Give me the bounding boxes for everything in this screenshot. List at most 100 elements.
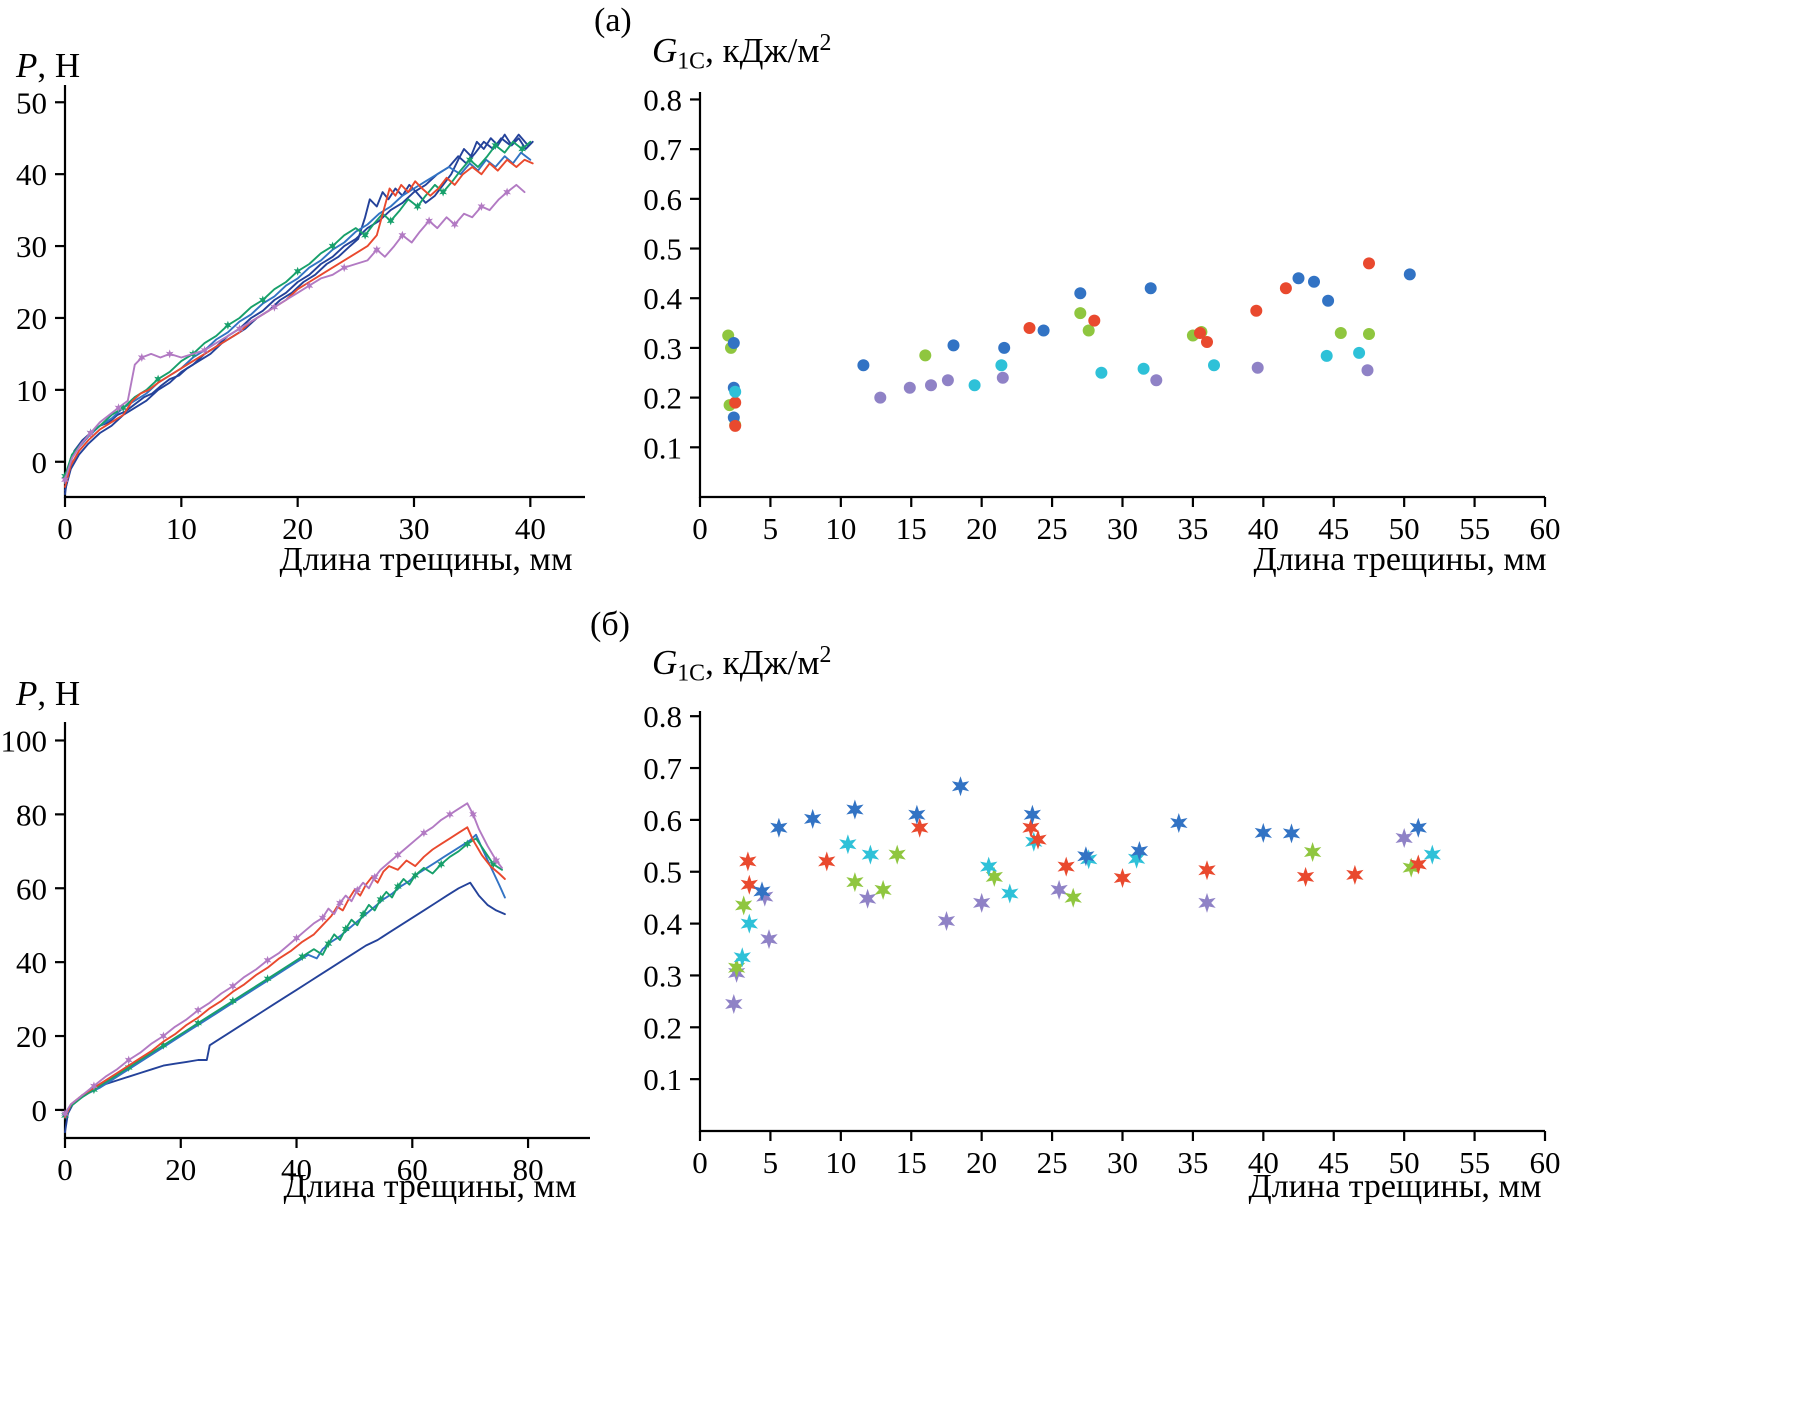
y-tick-label: 20 — [16, 301, 47, 336]
x-tick-label: 40 — [1248, 511, 1279, 546]
dot-marker — [925, 379, 937, 392]
axes — [63, 85, 585, 499]
y-tick-label: 20 — [16, 1019, 47, 1054]
line-marker — [340, 263, 349, 273]
line-marker — [328, 241, 337, 251]
star-marker — [985, 866, 1003, 887]
line-marker — [61, 1109, 69, 1119]
star-marker — [1282, 823, 1301, 844]
x-tick-label: 20 — [282, 511, 313, 546]
line-marker — [376, 894, 385, 904]
series-red — [64, 158, 534, 488]
axis-title-load-a: P, Н — [16, 46, 80, 86]
line-marker — [263, 974, 272, 984]
x-tick-label: 20 — [966, 1145, 997, 1180]
title-segment: , кДж/м — [705, 30, 820, 70]
line-marker — [200, 345, 209, 355]
dot-marker — [968, 379, 981, 392]
axes — [698, 92, 1545, 499]
line-marker — [235, 324, 244, 334]
y-tick-label: 100 — [1, 723, 48, 758]
series-green — [61, 140, 532, 481]
star-marker — [980, 856, 998, 877]
dot-marker — [1363, 328, 1375, 340]
star-marker — [1346, 864, 1364, 885]
series-purple — [61, 183, 526, 485]
x-tick-label: 30 — [1107, 511, 1138, 546]
title-segment: G — [652, 642, 678, 682]
y-tick-label: 60 — [16, 871, 47, 906]
axis-title-g1c-a: G1C, кДж/м2 — [652, 30, 831, 76]
line-marker — [492, 856, 501, 865]
y-axis-ticks: 0 10 20 30 40 50 — [16, 85, 65, 480]
series-cyan-dots — [729, 346, 1366, 398]
chart-b-g1c: 0 5 10 15 20 25 30 35 40 45 50 55 600.10.20.30.40.50… — [643, 699, 1560, 1205]
dot-marker — [1361, 364, 1374, 377]
title-segment: , Н — [37, 674, 81, 713]
dot-marker — [1320, 349, 1333, 362]
line-marker — [439, 187, 447, 197]
x-tick-label: 50 — [1389, 1145, 1420, 1180]
line-marker — [353, 885, 362, 895]
title-segment: P — [16, 46, 38, 85]
line-marker — [446, 809, 454, 819]
star-marker — [1001, 883, 1019, 904]
x-tick-label: 40 — [281, 1152, 312, 1187]
star-marker — [1304, 842, 1322, 862]
x-tick-label: 35 — [1177, 1145, 1208, 1180]
star-marker — [839, 834, 857, 855]
x-tick-label: 0 — [692, 1145, 708, 1180]
dot-marker — [919, 349, 932, 362]
series-green-stars — [728, 842, 1420, 978]
series-blue-stars — [753, 776, 1427, 902]
star-marker — [753, 881, 771, 902]
line-marker — [137, 353, 146, 362]
y-tick-label: 0.5 — [643, 855, 682, 890]
star-marker — [1254, 822, 1272, 843]
star-marker — [725, 994, 743, 1014]
y-tick-label: 0.6 — [643, 803, 682, 838]
y-tick-label: 80 — [16, 797, 47, 832]
y-tick-label: 0.7 — [643, 132, 682, 167]
x-axis-title: Длина трещины, мм — [1249, 1168, 1542, 1205]
x-tick-label: 30 — [1107, 1145, 1138, 1180]
y-axis-ticks: 0.1 0.2 0.3 0.4 0.5 0.6 0.7 0.8 — [643, 699, 700, 1097]
line-marker — [518, 144, 527, 154]
star-marker — [1198, 892, 1216, 913]
dot-marker — [1363, 257, 1375, 270]
y-tick-label: 0.1 — [643, 430, 682, 465]
y-tick-label: 0.2 — [643, 1010, 682, 1045]
x-axis-title: Длина трещины, мм — [280, 541, 573, 578]
title-segment: G — [652, 30, 678, 70]
dot-marker — [1150, 374, 1163, 387]
dot-marker — [1292, 272, 1305, 285]
series-purple-dots — [874, 361, 1374, 404]
line-marker — [61, 475, 69, 485]
chart-b-load: 0 20 40 60 80 0 20 40 60 80 100 Длина трещины, мм — [1, 722, 590, 1205]
star-marker — [756, 886, 774, 907]
dot-marker — [1194, 327, 1206, 339]
line-marker — [165, 349, 174, 359]
line-marker — [393, 850, 402, 860]
title-segment: P — [16, 674, 38, 713]
line-marker — [229, 996, 237, 1006]
dot-marker — [1208, 359, 1220, 372]
x-tick-label: 0 — [692, 511, 708, 546]
line-marker — [503, 187, 511, 197]
star-marker — [733, 947, 751, 968]
star-marker — [937, 911, 956, 931]
y-tick-label: 0.8 — [643, 82, 682, 117]
star-marker — [735, 895, 753, 916]
series-red — [64, 826, 506, 1119]
y-axis-ticks: 0.1 0.2 0.3 0.4 0.5 0.6 0.7 0.8 — [643, 82, 700, 465]
title-segment: 2 — [819, 30, 832, 56]
dot-marker — [1403, 268, 1416, 281]
x-axis-ticks: 0 5 10 15 20 25 30 35 40 45 50 55 60 — [692, 497, 1561, 546]
x-tick-label: 40 — [1248, 1145, 1279, 1180]
x-tick-label: 45 — [1318, 1145, 1349, 1180]
x-tick-label: 15 — [896, 1145, 927, 1180]
star-marker — [1029, 829, 1047, 850]
dot-marker — [729, 396, 742, 409]
y-tick-label: 0.3 — [643, 331, 682, 366]
